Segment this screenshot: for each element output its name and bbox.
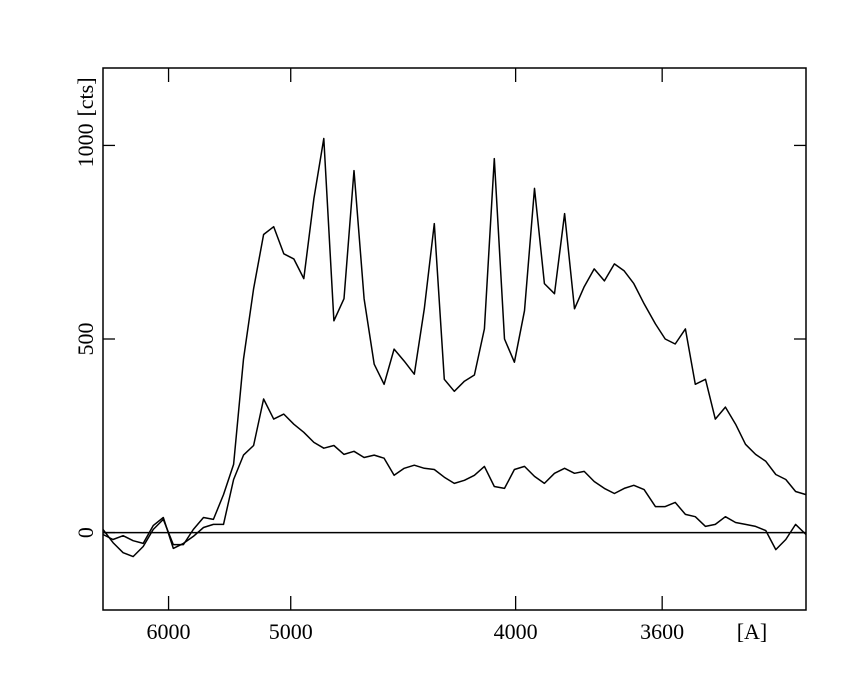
spectrum-line bbox=[102, 398, 807, 551]
x-tick-label: 3600 bbox=[640, 619, 684, 644]
y-tick-label: 1000 bbox=[73, 123, 98, 167]
x-tick-label: 6000 bbox=[147, 619, 191, 644]
x-axis-label: [A] bbox=[737, 619, 768, 644]
y-tick-label: 0 bbox=[73, 527, 98, 538]
y-axis-label: [cts] bbox=[73, 77, 98, 116]
x-tick-label: 5000 bbox=[269, 619, 313, 644]
x-tick-label: 4000 bbox=[494, 619, 538, 644]
y-tick-label: 500 bbox=[73, 323, 98, 356]
plot-frame bbox=[102, 67, 807, 611]
spectrum-line bbox=[102, 137, 807, 558]
